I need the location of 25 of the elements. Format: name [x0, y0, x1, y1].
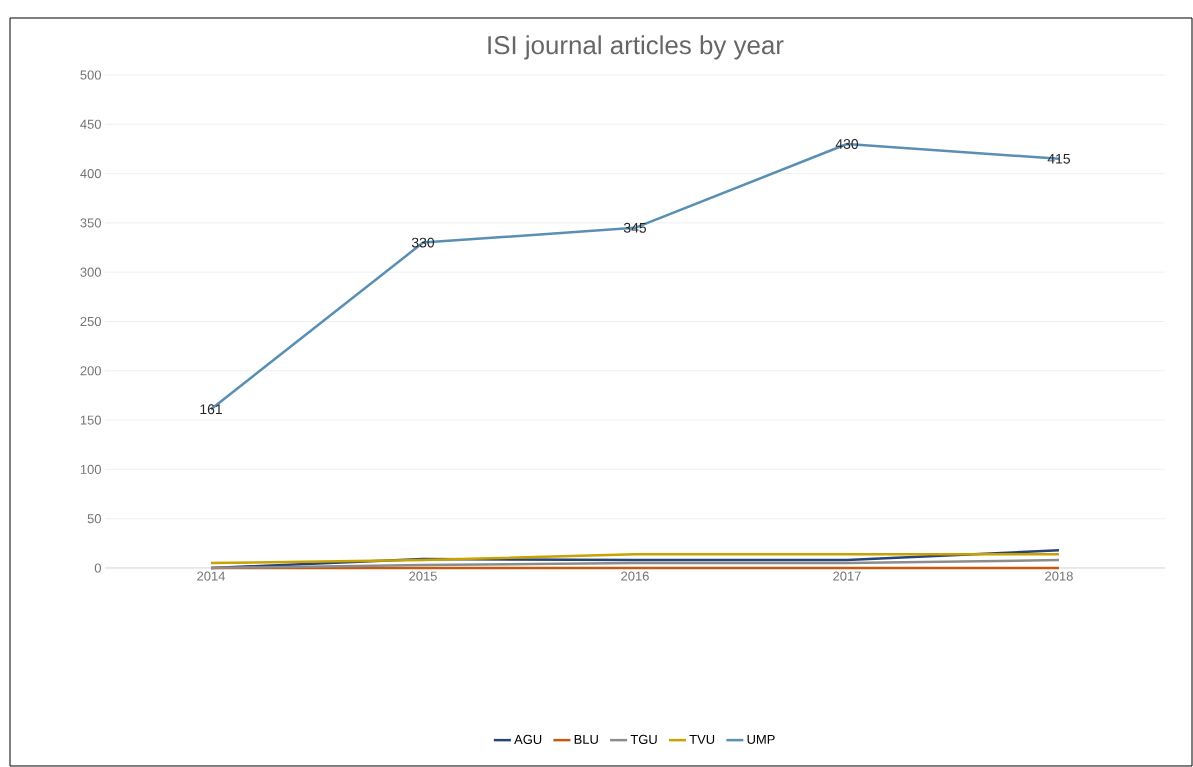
x-tick-label: 2018 [1045, 571, 1073, 581]
y-tick-label: 250 [80, 316, 101, 327]
y-tick-label: 50 [87, 514, 101, 524]
y-tick-label: 350 [80, 218, 101, 228]
y-tick-label: 500 [80, 70, 101, 80]
legend-label: AGU [514, 734, 542, 745]
y-tick-label: 450 [80, 119, 101, 129]
legend-label: TGU [630, 734, 657, 745]
chart-title: ISI journal articles by year [488, 35, 784, 60]
y-tick-label: 200 [80, 366, 101, 376]
data-label: 415 [1047, 153, 1071, 164]
legend-label: TVU [689, 734, 715, 744]
x-tick-label: 2017 [833, 571, 861, 581]
x-tick-label: 2014 [197, 571, 226, 581]
legend-label: BLU [574, 734, 598, 744]
line-series [209, 558, 1061, 570]
y-tick-label: 400 [80, 169, 101, 179]
legend-label: UMP [747, 734, 775, 744]
y-tick-label: 300 [80, 267, 101, 277]
x-tick-label: 2015 [409, 571, 437, 581]
y-tick-label: 0 [94, 563, 101, 573]
data-label: 161 [200, 404, 222, 415]
y-tick-label: 150 [80, 415, 101, 425]
y-tick-label: 100 [80, 464, 101, 474]
x-tick-label: 2016 [621, 571, 649, 581]
